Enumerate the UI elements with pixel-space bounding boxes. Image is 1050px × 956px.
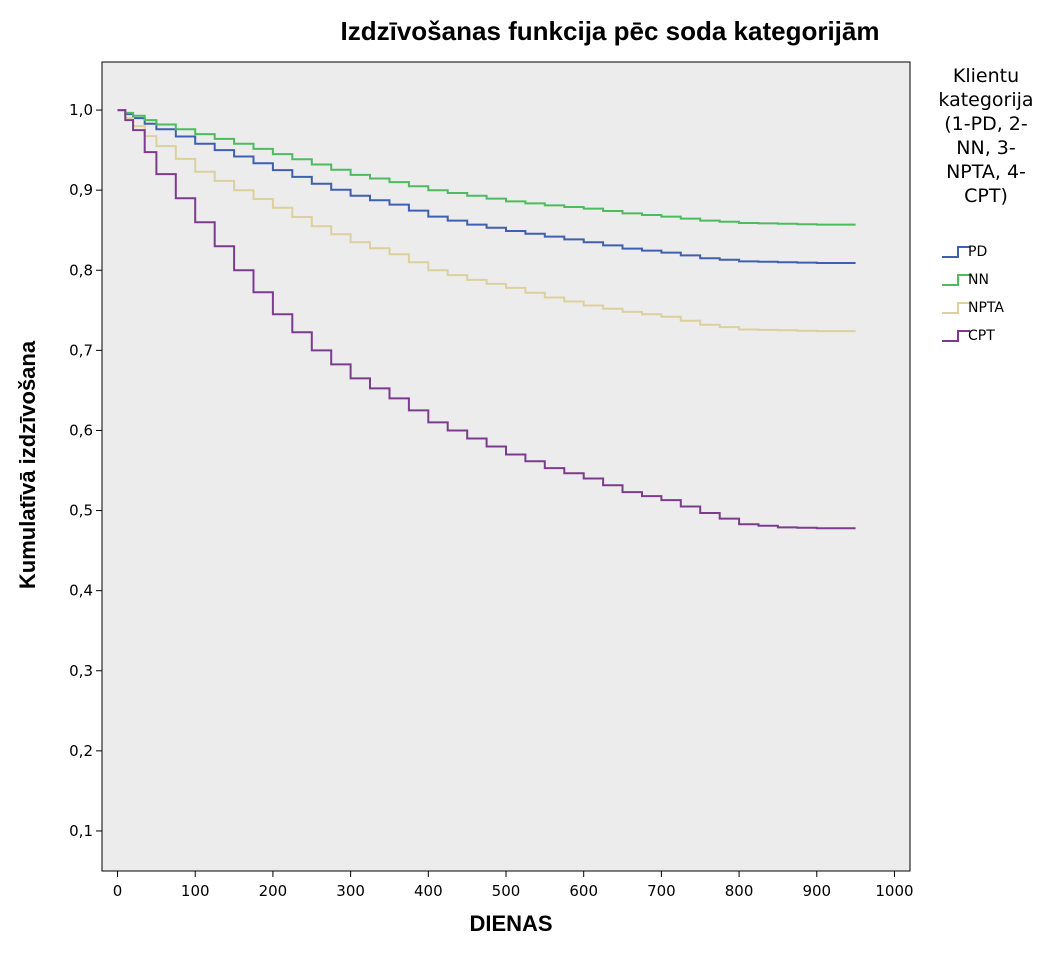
x-axis: 0 100 200 300 400 500 600 700 800 900 1000: [113, 871, 914, 900]
legend-items: PD NN NPTA CPT: [942, 244, 1004, 344]
y-tick-label: 0,2: [69, 742, 93, 760]
y-tick-label: 0,6: [69, 421, 93, 439]
y-tick-label: 0,9: [69, 181, 93, 199]
y-tick-label: 0,3: [69, 662, 93, 680]
legend-swatch: [942, 330, 970, 342]
legend-item-npta: NPTA: [942, 300, 1004, 316]
legend-item-cpt: CPT: [942, 328, 995, 344]
legend-label: PD: [968, 244, 987, 260]
x-tick-label: 700: [647, 882, 676, 900]
y-tick-label: 0,8: [69, 261, 93, 279]
x-tick-label: 0: [113, 882, 123, 900]
legend-title: Klientu kategorija (1-PD, 2-NN, 3-NPTA, 4-…: [938, 65, 1033, 207]
y-tick-label: 0,1: [69, 822, 93, 840]
series-lines: [117, 109, 856, 530]
x-tick-label: 800: [725, 882, 754, 900]
legend-swatch: [942, 246, 970, 258]
series-line-cpt: [117, 109, 856, 530]
legend-item-nn: NN: [942, 272, 989, 288]
x-tick-label: 200: [259, 882, 288, 900]
y-tick-label: 0,7: [69, 341, 93, 359]
chart-title: Izdzīvošanas funkcija pēc soda kategorij…: [341, 16, 880, 46]
x-tick-label: 300: [336, 882, 365, 900]
x-tick-label: 100: [181, 882, 210, 900]
x-tick-label: 900: [802, 882, 831, 900]
legend-label: NPTA: [968, 300, 1004, 316]
legend-swatch: [942, 302, 970, 314]
legend: Klientu kategorija (1-PD, 2-NN, 3-NPTA, 4-…: [938, 65, 1033, 344]
x-axis-title: DIENAS: [469, 911, 552, 936]
series-line-nn: [117, 109, 856, 226]
y-axis: 0,1 0,2 0,3 0,4 0,5 0,6 0,7 0,8 0,9 1,0: [69, 101, 102, 840]
legend-swatch: [942, 274, 970, 286]
plot-area: [101, 61, 911, 872]
x-tick-label: 600: [569, 882, 598, 900]
y-tick-label: 0,5: [69, 502, 93, 520]
series-line-pd: [117, 109, 856, 264]
x-tick-label: 400: [414, 882, 443, 900]
y-tick-label: 0,4: [69, 582, 93, 600]
legend-item-pd: PD: [942, 244, 987, 260]
legend-label: CPT: [968, 328, 995, 344]
x-tick-label: 1000: [875, 882, 913, 900]
series-line-npta: [117, 109, 856, 333]
x-tick-label: 500: [492, 882, 521, 900]
legend-label: NN: [968, 272, 989, 288]
y-tick-label: 1,0: [69, 101, 93, 119]
y-axis-title: Kumulatīvā izdzīvošana: [15, 340, 40, 589]
